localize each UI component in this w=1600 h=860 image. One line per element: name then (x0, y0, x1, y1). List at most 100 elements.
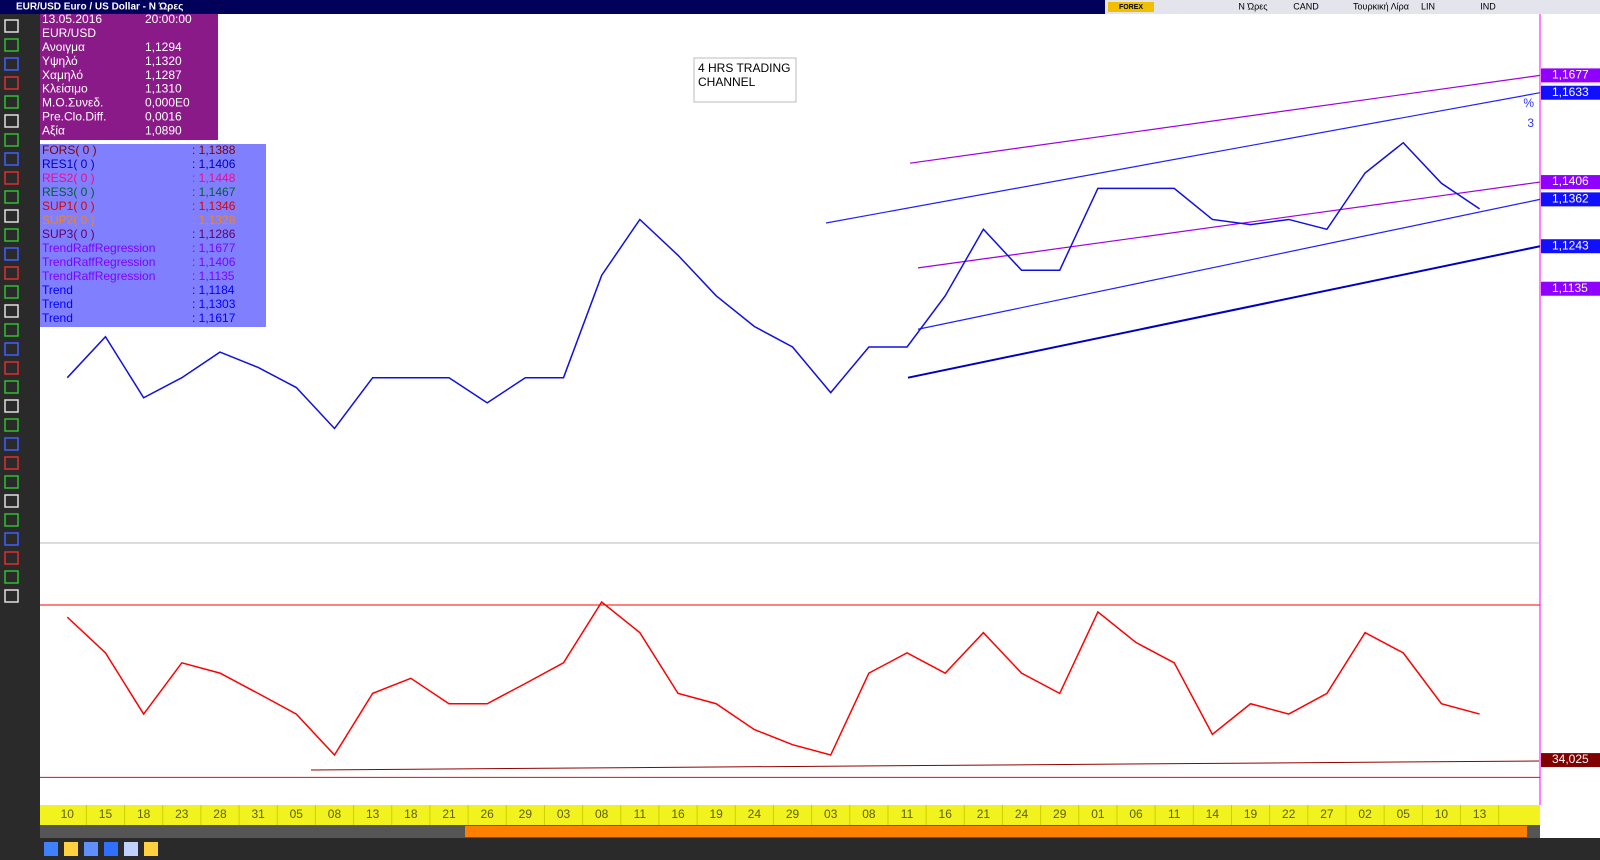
tool-button[interactable] (4, 342, 19, 356)
x-tick-label: 18 (404, 807, 418, 821)
tool-button[interactable] (4, 494, 19, 508)
scrollbar-thumb[interactable] (465, 826, 1527, 837)
tool-button[interactable] (4, 323, 19, 337)
x-tick-label: 03 (557, 807, 571, 821)
tool-button[interactable] (4, 152, 19, 166)
annotation-line: CHANNEL (698, 75, 756, 89)
tool-button[interactable] (4, 19, 19, 33)
tool-button[interactable] (4, 570, 19, 584)
tool-button[interactable] (4, 551, 19, 565)
x-tick-label: 28 (213, 807, 227, 821)
bottom-button[interactable] (64, 842, 78, 856)
price-label-box (1541, 175, 1600, 190)
indicator-name: RES2( 0 ) (42, 171, 95, 185)
toolbar-item[interactable]: Ν Ώρες (1238, 1, 1268, 11)
tool-button[interactable] (4, 133, 19, 147)
x-tick-label: 08 (862, 807, 876, 821)
price-label-box (1541, 753, 1600, 768)
toolbar-item[interactable]: LIN (1421, 1, 1435, 11)
tool-button[interactable] (4, 532, 19, 546)
bottom-button[interactable] (84, 842, 98, 856)
tool-button[interactable] (4, 266, 19, 280)
price-label-box (1541, 239, 1600, 254)
tool-button[interactable] (4, 399, 19, 413)
tool-button[interactable] (4, 76, 19, 90)
price-label: 1,1135 (1552, 281, 1588, 295)
tool-button[interactable] (4, 114, 19, 128)
x-tick-label: 11 (634, 807, 647, 821)
bottom-button[interactable] (124, 842, 138, 856)
bottom-button[interactable] (144, 842, 158, 856)
logo: FOREX (1119, 4, 1143, 11)
x-tick-label: 22 (1282, 807, 1296, 821)
x-tick-label: 13 (1473, 807, 1487, 821)
x-tick-label: 11 (1168, 807, 1181, 821)
tool-button[interactable] (4, 513, 19, 527)
indicator-value: : 1,1184 (192, 283, 235, 297)
price-label-box (1541, 281, 1600, 296)
indicator-name: Trend (42, 311, 73, 325)
info-value: 1,1294 (145, 40, 182, 54)
x-tick-label: 18 (137, 807, 151, 821)
window-title: EUR/USD Euro / US Dollar - Ν Ώρες (16, 2, 183, 13)
info-symbol: EUR/USD (42, 26, 96, 40)
tool-button[interactable] (4, 228, 19, 242)
price-label: 1,1633 (1552, 85, 1589, 99)
indicator-value: : 1,1303 (192, 297, 236, 311)
info-label: Χαμηλό (42, 68, 83, 82)
price-label-box (1541, 68, 1600, 83)
tool-button[interactable] (4, 171, 19, 185)
info-value: 1,1320 (145, 54, 182, 68)
channel-line (825, 92, 1541, 224)
tool-button[interactable] (4, 209, 19, 223)
channel-line (909, 74, 1541, 164)
x-tick-label: 03 (824, 807, 838, 821)
indicator-name: FORS( 0 ) (42, 143, 97, 157)
tool-button[interactable] (4, 589, 19, 603)
tool-button[interactable] (4, 247, 19, 261)
toolbar-item[interactable]: CAND (1293, 1, 1319, 11)
indicator-name: SUP1( 0 ) (42, 199, 95, 213)
tool-button[interactable] (4, 418, 19, 432)
bottom-button[interactable] (44, 842, 58, 856)
indicator-name: SUP2( 0 ) (42, 213, 95, 227)
toolbar-item[interactable]: Τουρκική Λίρα (1353, 1, 1409, 11)
top-toolbar (1105, 0, 1600, 14)
x-tick-label: 08 (595, 807, 609, 821)
bottom-button[interactable] (104, 842, 118, 856)
tool-button[interactable] (4, 285, 19, 299)
x-tick-label: 08 (328, 807, 342, 821)
tool-button[interactable] (4, 380, 19, 394)
x-tick-label: 19 (1244, 807, 1258, 821)
indicator-value: : 1,1677 (192, 241, 236, 255)
channel-line (907, 245, 1541, 379)
annotation-box (693, 57, 797, 103)
x-tick-label: 23 (175, 807, 189, 821)
indicator-name: Trend (42, 297, 73, 311)
x-tick-label: 14 (1206, 807, 1220, 821)
x-tick-label: 05 (290, 807, 304, 821)
tool-button[interactable] (4, 57, 19, 71)
right-axis (1540, 14, 1600, 805)
tool-button[interactable] (4, 456, 19, 470)
x-tick-label: 16 (939, 807, 953, 821)
indicator-value: : 1,1388 (192, 143, 236, 157)
tool-button[interactable] (4, 475, 19, 489)
toolbar-item[interactable]: IND (1480, 1, 1496, 11)
info-panel (40, 14, 218, 140)
x-tick-label: 19 (710, 807, 724, 821)
price-label: 1,1406 (1552, 174, 1589, 188)
tool-button[interactable] (4, 304, 19, 318)
x-tick-label: 31 (251, 807, 265, 821)
indicator-value: : 1,1448 (192, 171, 236, 185)
x-tick-label: 13 (366, 807, 380, 821)
tool-button[interactable] (4, 361, 19, 375)
tool-button[interactable] (4, 437, 19, 451)
rsi-line (66, 600, 1480, 757)
indicator-value: : 1,1617 (192, 311, 236, 325)
tool-button[interactable] (4, 190, 19, 204)
side-mark: 3 (1527, 116, 1534, 130)
tool-button[interactable] (4, 95, 19, 109)
tool-button[interactable] (4, 38, 19, 52)
side-mark: % (1523, 96, 1534, 110)
